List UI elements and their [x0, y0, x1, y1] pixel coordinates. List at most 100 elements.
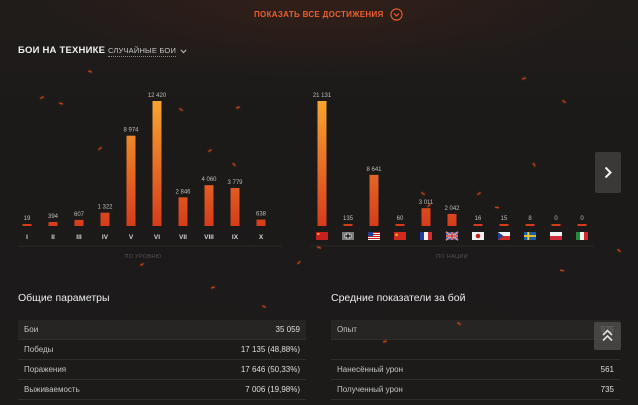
bar-tier-9[interactable]	[230, 187, 240, 226]
average-stats-title: Средние показатели за бой	[331, 292, 466, 304]
general-stats-panel: Общие параметры Бои 35 059 Победы 17 135…	[18, 290, 306, 400]
china-flag-icon	[394, 232, 406, 240]
stat-row-victories: Победы 17 135 (48,88%)	[18, 340, 306, 360]
bar-value-label: 2 042	[444, 206, 460, 212]
spark-particle	[210, 286, 216, 289]
bar-value-label: 0	[554, 216, 558, 222]
stat-row-damage-received: Полученный урон 735	[331, 380, 620, 400]
stat-row-spacer	[331, 340, 620, 360]
bar-nation-1[interactable]	[317, 101, 327, 226]
bar-value-label: 638	[256, 212, 267, 218]
bar-nation-11[interactable]	[577, 224, 587, 226]
spark-particle	[559, 269, 565, 272]
tier-label: V	[129, 234, 134, 241]
show-all-achievements-label: ПОКАЗАТЬ ВСЕ ДОСТИЖЕНИЯ	[254, 9, 384, 19]
stat-label: Выживаемость	[24, 385, 80, 394]
stat-label: Нанесённый урон	[337, 365, 404, 374]
stat-value: 735	[600, 385, 614, 394]
tier-label: VII	[179, 234, 187, 241]
bar-value-label: 607	[74, 212, 85, 218]
chevron-down-circle-icon	[389, 7, 403, 21]
stat-label: Поражения	[24, 365, 67, 374]
bar-nation-2[interactable]	[343, 224, 353, 226]
bar-nation-4[interactable]	[395, 224, 405, 226]
bar-value-label: 16	[475, 216, 482, 222]
bar-nation-8[interactable]	[499, 224, 509, 226]
bar-nation-5[interactable]	[421, 208, 431, 226]
battle-type-label: СЛУЧАЙНЫЕ БОИ	[108, 46, 177, 57]
bar-value-label: 15	[501, 216, 508, 222]
france-flag-icon	[420, 232, 432, 240]
bar-tier-3[interactable]	[74, 219, 84, 226]
stat-label: Опыт	[337, 325, 357, 334]
average-stats-table: Опыт 925 Нанесённый урон 561 Полученный …	[331, 320, 620, 400]
bar-nation-3[interactable]	[369, 174, 379, 226]
usa-flag-icon	[368, 232, 380, 240]
bar-value-label: 19	[24, 216, 31, 222]
stat-row-experience: Опыт 925	[331, 320, 620, 340]
tier-label: III	[76, 234, 82, 241]
tier-axis-caption: ПО УРОВНЮ	[125, 254, 162, 260]
stat-row-defeats: Поражения 17 646 (50,33%)	[18, 360, 306, 380]
show-all-achievements-link[interactable]: ПОКАЗАТЬ ВСЕ ДОСТИЖЕНИЯ	[254, 7, 403, 21]
bar-nation-9[interactable]	[525, 224, 535, 226]
poland-flag-icon	[550, 232, 562, 240]
bar-tier-10[interactable]	[256, 219, 266, 226]
stat-row-damage-dealt: Нанесённый урон 561	[331, 360, 620, 380]
bar-value-label: 60	[397, 216, 404, 222]
stat-value: 17 646 (50,33%)	[240, 365, 300, 374]
bar-value-label: 2 846	[175, 189, 191, 195]
tier-label: II	[51, 234, 55, 241]
bar-value-label: 8 641	[366, 167, 382, 173]
bar-tier-8[interactable]	[204, 185, 214, 226]
bar-value-label: 3 011	[419, 200, 434, 206]
tier-label: VIII	[204, 234, 214, 241]
tier-label: VI	[154, 234, 160, 241]
bar-value-label: 12 420	[148, 93, 167, 99]
germany-flag-icon	[342, 232, 354, 240]
tier-label: IV	[102, 234, 109, 241]
bar-value-label: 4 060	[201, 177, 217, 183]
stat-label: Полученный урон	[337, 385, 403, 394]
vehicle-battle-charts: 19 I 394 II 607 III 1 322 IV 8 974 V 12 420 VI 2 846…	[18, 93, 594, 260]
bar-value-label: 3 779	[227, 180, 243, 186]
bar-tier-4[interactable]	[100, 212, 110, 226]
next-page-button[interactable]	[595, 152, 621, 193]
czech-flag-icon	[498, 232, 510, 240]
double-chevron-up-icon	[594, 322, 621, 350]
uk-flag-icon	[445, 231, 459, 241]
stat-value: 35 059	[275, 325, 300, 334]
nation-chart: 21 131 135 8 641 60 3 011 2 042 16 15 8 0 0 ПО НАЦИ…	[313, 93, 588, 260]
tier-label: I	[26, 234, 28, 241]
bar-value-label: 394	[48, 214, 59, 220]
vehicle-battles-title: БОИ НА ТЕХНИКЕ	[18, 45, 106, 56]
bar-nation-10[interactable]	[551, 224, 561, 226]
bar-value-label: 0	[580, 216, 584, 222]
scroll-to-top-button[interactable]	[594, 322, 621, 350]
stat-value: 7 006 (19,98%)	[245, 385, 300, 394]
bar-tier-1[interactable]	[22, 224, 32, 226]
ussr-flag-icon	[316, 232, 328, 240]
general-stats-table: Бои 35 059 Победы 17 135 (48,88%) Пораже…	[18, 320, 306, 400]
bar-value-label: 21 131	[313, 93, 332, 99]
chevron-right-icon	[595, 152, 621, 193]
bar-value-label: 8	[528, 216, 532, 222]
bar-tier-5[interactable]	[126, 135, 136, 226]
general-stats-title: Общие параметры	[18, 292, 110, 304]
tier-label: X	[259, 234, 264, 241]
stat-row-survival: Выживаемость 7 006 (19,98%)	[18, 380, 306, 400]
bar-tier-6[interactable]	[152, 101, 162, 226]
chevron-down-icon	[180, 49, 187, 54]
stat-value: 561	[600, 365, 614, 374]
bar-tier-7[interactable]	[178, 197, 188, 226]
bar-nation-6[interactable]	[447, 213, 457, 226]
battle-type-dropdown[interactable]: СЛУЧАЙНЫЕ БОИ	[108, 45, 187, 58]
bar-nation-7[interactable]	[473, 224, 483, 226]
japan-flag-icon	[472, 232, 484, 240]
italy-flag-icon	[576, 232, 588, 240]
bar-tier-2[interactable]	[48, 222, 58, 226]
sweden-flag-icon	[524, 232, 536, 240]
nation-axis-caption: ПО НАЦИИ	[436, 254, 468, 260]
bar-value-label: 1 322	[97, 205, 113, 211]
